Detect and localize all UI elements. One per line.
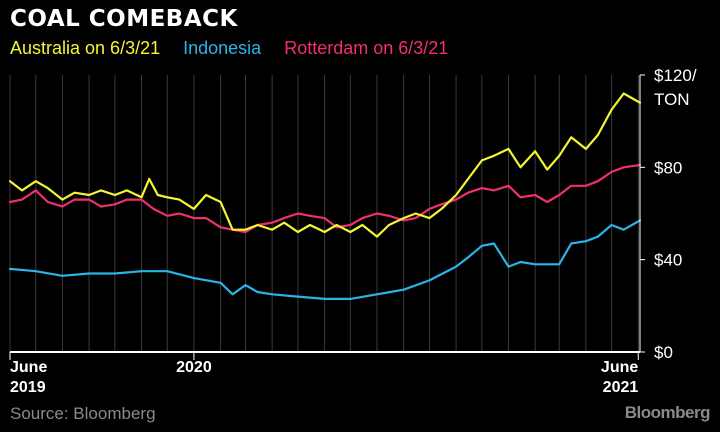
series-line-0 — [8, 92, 642, 238]
chart-title: COAL COMEBACK — [10, 6, 238, 32]
x-tick-label: June — [10, 359, 47, 376]
x-tick-sublabel: 2019 — [10, 379, 46, 396]
series-line-1 — [8, 219, 642, 300]
brand-logo: Bloomberg — [624, 403, 711, 422]
legend-item-australia: Australia on 6/3/21 — [10, 38, 161, 58]
y-tick-label: $0 — [654, 343, 673, 362]
y-unit-label: TON — [654, 90, 690, 109]
x-tick-sublabel: 2021 — [603, 379, 639, 396]
y-tick-label: $120/ — [654, 66, 697, 85]
y-tick-label: $80 — [654, 158, 682, 177]
y-tick-label: $40 — [654, 251, 682, 270]
axes: $0 $40 $80 $120/TON June 2019 2020 June 2021 — [9, 66, 697, 396]
x-tick-label: 2020 — [176, 359, 212, 376]
source-note: Source: Bloomberg — [10, 404, 156, 423]
legend: Australia on 6/3/21 Indonesia Rotterdam … — [10, 38, 466, 59]
legend-item-indonesia: Indonesia — [183, 38, 262, 58]
x-tick-label: June — [601, 359, 638, 376]
series-line-2 — [8, 163, 642, 234]
grid-lines — [9, 75, 639, 352]
legend-item-rotterdam: Rotterdam on 6/3/21 — [284, 38, 449, 58]
series-lines — [8, 92, 642, 300]
